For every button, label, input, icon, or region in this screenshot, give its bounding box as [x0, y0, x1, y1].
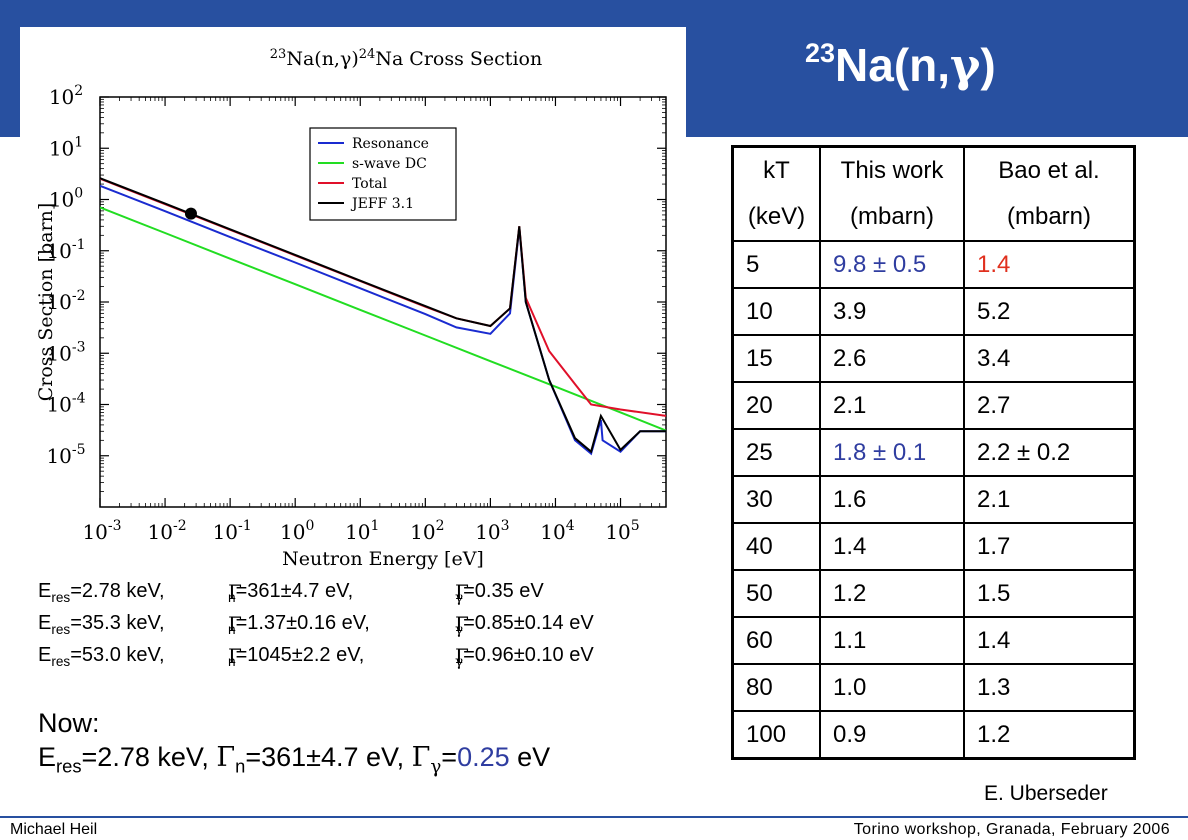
table-row: 5 9.8 ± 0.5 1.4: [731, 240, 1136, 289]
header-kt: kT (keV): [731, 145, 821, 242]
cell-bao: 1.4: [963, 240, 1136, 289]
footer-event: Torino workshop, Granada, February 2006: [853, 821, 1170, 838]
cell-this-work: 3.9: [819, 287, 965, 336]
cell-this-work: 1.6: [819, 475, 965, 524]
y-tick-label: 10-3: [46, 339, 85, 365]
cell-this-work: 2.6: [819, 334, 965, 383]
x-axis-label: Neutron Energy [eV]: [282, 548, 484, 570]
cell-bao: 1.4: [963, 616, 1136, 665]
y-tick-label: 101: [49, 134, 83, 160]
chart-title: 23Na(n,γ)24Na Cross Section: [270, 47, 542, 70]
table-row: 100 0.9 1.2: [731, 710, 1136, 760]
cell-this-work: 9.8 ± 0.5: [819, 240, 965, 289]
cell-bao: 2.1: [963, 475, 1136, 524]
x-tick-label: 10-2: [148, 518, 187, 544]
now-block: Now: Eres=2.78 keV, Γn=361±4.7 eV, Γγ=0.…: [38, 708, 550, 777]
now-label: Now:: [38, 708, 100, 738]
table-row: 50 1.2 1.5: [731, 569, 1136, 618]
cell-this-work: 1.8 ± 0.1: [819, 428, 965, 477]
table-row: 40 1.4 1.7: [731, 522, 1136, 571]
x-tick-label: 10-1: [213, 518, 252, 544]
x-tick-label: 102: [410, 518, 444, 544]
x-tick-label: 10-3: [82, 518, 121, 544]
marked-data-point: [184, 207, 197, 220]
cell-kt: 50: [731, 569, 821, 618]
cell-bao: 1.7: [963, 522, 1136, 571]
cell-kt: 80: [731, 663, 821, 712]
y-tick-label: 10-2: [46, 288, 85, 314]
table-row: 25 1.8 ± 0.1 2.2 ± 0.2: [731, 428, 1136, 477]
x-tick-label: 104: [540, 518, 574, 544]
cross-section-chart: 23Na(n,γ)24Na Cross Section 10-3 10-2 10-1 1…: [20, 27, 686, 575]
footer-presenter: Michael Heil: [10, 821, 98, 838]
x-tick-label: 103: [475, 518, 509, 544]
table-header-row: kT (keV) This work (mbarn) Bao et al. (mbar…: [731, 145, 1136, 242]
legend-label: Resonance: [352, 136, 429, 152]
cell-this-work: 1.4: [819, 522, 965, 571]
cell-bao: 5.2: [963, 287, 1136, 336]
cell-this-work: 1.2: [819, 569, 965, 618]
legend-label: Total: [352, 176, 388, 192]
now-resonance-line: Eres=2.78 keV, Γn=361±4.7 eV, Γγ=0.25 eV: [38, 742, 551, 778]
cell-this-work: 2.1: [819, 381, 965, 430]
legend-label: s-wave DC: [352, 156, 427, 172]
series-line-s-wave-dc: [100, 206, 666, 432]
cell-bao: 3.4: [963, 334, 1136, 383]
table-row: 30 1.6 2.1: [731, 475, 1136, 524]
y-tick-label: 10-4: [46, 391, 85, 417]
table-row: 20 2.1 2.7: [731, 381, 1136, 430]
cell-kt: 100: [731, 710, 821, 760]
y-tick-label: 10-1: [46, 237, 85, 263]
y-tick-label: 10-5: [46, 442, 85, 468]
cell-bao: 2.2 ± 0.2: [963, 428, 1136, 477]
table-row: 80 1.0 1.3: [731, 663, 1136, 712]
header-this-work: This work (mbarn): [819, 145, 965, 242]
cell-kt: 10: [731, 287, 821, 336]
legend-label: JEFF 3.1: [350, 196, 414, 212]
cell-kt: 20: [731, 381, 821, 430]
cell-this-work: 0.9: [819, 710, 965, 760]
footer-divider: [0, 816, 1188, 818]
author: E. Uberseder: [984, 782, 1108, 805]
cell-kt: 15: [731, 334, 821, 383]
header-bao: Bao et al. (mbarn): [963, 145, 1136, 242]
cell-kt: 5: [731, 240, 821, 289]
y-axis-label: Cross Section [barn]: [35, 203, 57, 402]
maxwellian-averaged-cross-section-table: kT (keV) This work (mbarn) Bao et al. (mbar…: [731, 145, 1136, 760]
slide-title: 23Na(n,γ): [805, 38, 996, 92]
cell-kt: 25: [731, 428, 821, 477]
table-row: 60 1.1 1.4: [731, 616, 1136, 665]
y-tick-label: 102: [49, 83, 83, 109]
x-tick-label: 105: [605, 518, 639, 544]
cell-kt: 40: [731, 522, 821, 571]
cell-this-work: 1.0: [819, 663, 965, 712]
series-line-jeff-3-1: [100, 177, 666, 454]
cell-bao: 1.2: [963, 710, 1136, 760]
cell-kt: 60: [731, 616, 821, 665]
cell-this-work: 1.1: [819, 616, 965, 665]
x-tick-label: 101: [345, 518, 379, 544]
table-row: 15 2.6 3.4: [731, 334, 1136, 383]
x-tick-label: 100: [280, 518, 314, 544]
table-row: 10 3.9 5.2: [731, 287, 1136, 336]
cell-bao: 2.7: [963, 381, 1136, 430]
y-tick-label: 100: [49, 186, 83, 212]
cell-bao: 1.5: [963, 569, 1136, 618]
cell-kt: 30: [731, 475, 821, 524]
cell-bao: 1.3: [963, 663, 1136, 712]
